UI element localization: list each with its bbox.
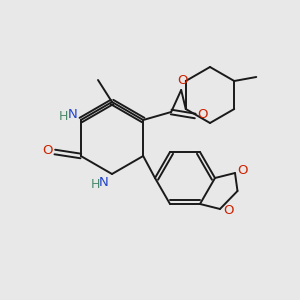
Text: O: O <box>177 74 188 88</box>
Text: N: N <box>99 176 109 188</box>
Text: H: H <box>90 178 100 190</box>
Text: O: O <box>238 164 248 178</box>
Text: O: O <box>223 205 233 218</box>
Text: N: N <box>68 107 78 121</box>
Text: H: H <box>59 110 68 122</box>
Text: O: O <box>43 145 53 158</box>
Text: O: O <box>197 109 207 122</box>
